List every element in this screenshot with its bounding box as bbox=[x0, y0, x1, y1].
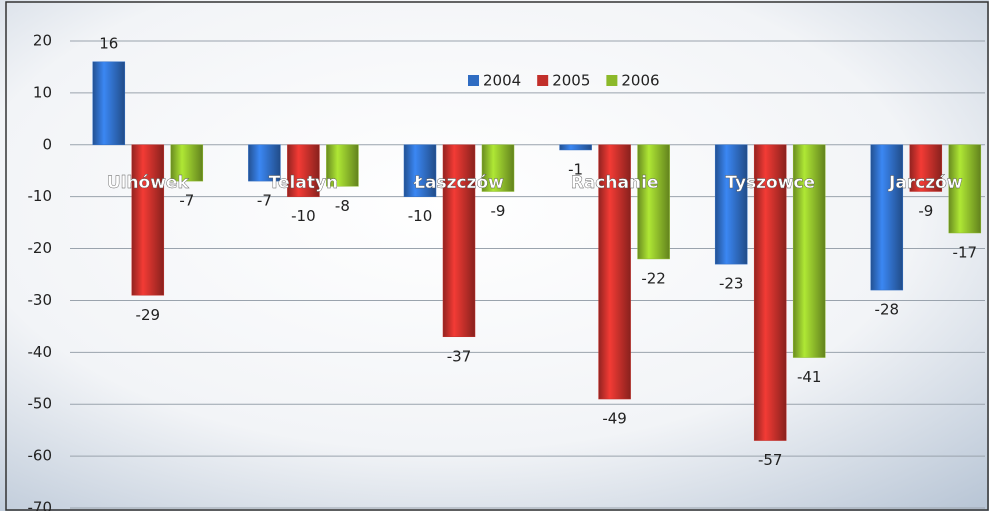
bar bbox=[403, 144, 437, 197]
category-label: Ulhówek bbox=[107, 173, 190, 193]
y-tick-label: 20 bbox=[33, 32, 52, 50]
legend-label: 2006 bbox=[621, 72, 659, 90]
data-label: -7 bbox=[179, 192, 194, 210]
data-label: -9 bbox=[491, 202, 506, 220]
bar bbox=[948, 144, 982, 234]
frame bbox=[5, 1, 989, 511]
data-label: -41 bbox=[797, 368, 822, 386]
data-label: -10 bbox=[291, 207, 316, 225]
bar bbox=[170, 144, 204, 182]
data-label: -1 bbox=[568, 160, 583, 178]
bar bbox=[559, 144, 592, 151]
y-tick-label: -40 bbox=[28, 343, 53, 361]
category-label: Łaszczów bbox=[413, 173, 504, 193]
data-label: -8 bbox=[335, 197, 350, 215]
bar bbox=[714, 144, 748, 265]
y-tick-label: -10 bbox=[28, 187, 53, 205]
data-label: -17 bbox=[953, 243, 978, 261]
bar bbox=[131, 144, 165, 296]
bar bbox=[92, 61, 126, 146]
data-label: -57 bbox=[758, 451, 783, 469]
bar bbox=[753, 144, 787, 441]
data-label: -9 bbox=[918, 202, 933, 220]
data-label: -7 bbox=[257, 192, 272, 210]
data-label: -49 bbox=[602, 410, 627, 428]
data-label: 16 bbox=[99, 34, 118, 52]
category-label: Tyszowce bbox=[725, 173, 815, 193]
y-tick-label: -60 bbox=[28, 447, 53, 465]
data-label: -10 bbox=[408, 207, 433, 225]
data-label: -23 bbox=[719, 275, 744, 293]
y-tick-label: -50 bbox=[28, 395, 53, 413]
bar bbox=[326, 144, 359, 187]
data-label: -28 bbox=[875, 301, 900, 319]
category-label: Rachanie bbox=[571, 173, 659, 193]
y-tick-label: 0 bbox=[42, 135, 52, 153]
data-label: -37 bbox=[447, 347, 472, 365]
legend-label: 2005 bbox=[552, 72, 590, 90]
bar bbox=[598, 144, 631, 400]
legend-swatch bbox=[537, 75, 549, 86]
y-tick-label: -20 bbox=[28, 239, 53, 257]
bar bbox=[442, 144, 476, 338]
bar bbox=[481, 144, 515, 192]
y-tick-label: -70 bbox=[28, 499, 53, 511]
y-tick-label: 10 bbox=[33, 83, 52, 101]
legend-swatch bbox=[606, 75, 618, 86]
bar bbox=[909, 144, 943, 192]
legend-label: 2004 bbox=[483, 72, 521, 90]
bar bbox=[248, 144, 281, 182]
bar bbox=[792, 144, 826, 358]
legend-swatch bbox=[468, 75, 479, 86]
y-tick-label: -30 bbox=[28, 291, 53, 309]
bar bbox=[287, 144, 320, 197]
category-label: Jarczów bbox=[888, 173, 963, 193]
data-label: -22 bbox=[641, 269, 666, 287]
data-label: -29 bbox=[136, 306, 161, 324]
category-label: Telatyn bbox=[269, 173, 338, 193]
bar bbox=[870, 144, 904, 291]
bar bbox=[637, 144, 670, 260]
